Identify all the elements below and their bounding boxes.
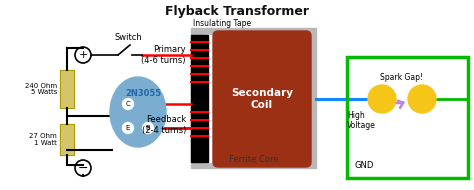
Circle shape: [408, 85, 436, 113]
Bar: [191, 28, 316, 168]
Bar: [60, 124, 74, 155]
FancyBboxPatch shape: [213, 31, 311, 167]
Text: B: B: [146, 125, 150, 131]
Bar: [347, 57, 468, 178]
Text: GND: GND: [355, 162, 374, 170]
Text: High
Voltage: High Voltage: [347, 111, 376, 130]
Text: −: −: [78, 162, 88, 174]
Bar: [204, 35, 262, 162]
Text: Insulating Tape: Insulating Tape: [193, 19, 251, 28]
Text: Switch: Switch: [114, 33, 142, 43]
Bar: [60, 124, 74, 155]
Text: 240 Ohm
5 Watts: 240 Ohm 5 Watts: [25, 82, 57, 96]
Text: Secondary
Coil: Secondary Coil: [231, 88, 293, 110]
Text: Spark Gap!: Spark Gap!: [381, 73, 423, 82]
Text: +: +: [78, 50, 88, 60]
Circle shape: [368, 85, 396, 113]
Text: Flyback Transformer: Flyback Transformer: [165, 5, 309, 18]
Text: E: E: [126, 125, 130, 131]
Text: Ferrite Core: Ferrite Core: [228, 155, 278, 164]
Text: 27 Ohm
1 Watt: 27 Ohm 1 Watt: [29, 133, 57, 146]
Bar: [191, 35, 208, 162]
Text: Primary
(4-6 turns): Primary (4-6 turns): [142, 45, 186, 65]
Text: Feedback
(2-4 turns): Feedback (2-4 turns): [142, 115, 186, 135]
Circle shape: [143, 123, 154, 134]
Circle shape: [122, 98, 134, 109]
Bar: [60, 70, 74, 108]
Ellipse shape: [110, 77, 166, 147]
Bar: [60, 70, 74, 108]
Circle shape: [122, 123, 134, 134]
Text: 2N3055: 2N3055: [125, 89, 161, 98]
Text: C: C: [126, 101, 130, 107]
